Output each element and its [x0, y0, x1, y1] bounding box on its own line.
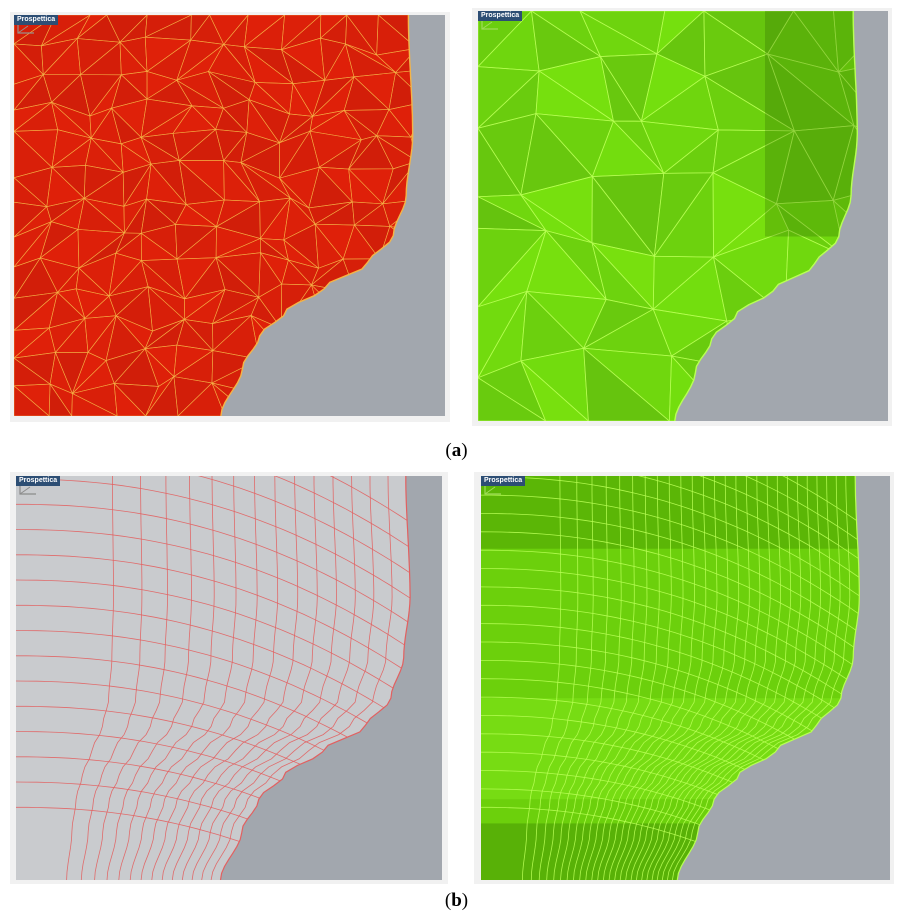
- mesh-canvas: [14, 15, 414, 416]
- viewport-a-right[interactable]: Prospettica: [478, 11, 888, 421]
- viewport-a-left[interactable]: Prospettica: [14, 15, 445, 416]
- caption-a: (a): [445, 440, 468, 461]
- caption-b-label: b: [451, 890, 462, 911]
- viewport-title-tab[interactable]: Prospettica: [481, 476, 526, 486]
- mesh-canvas: [16, 476, 411, 880]
- viewport-title-tab[interactable]: Prospettica: [16, 476, 61, 486]
- viewport-b-right[interactable]: Prospettica: [481, 476, 890, 880]
- viewport-title-tab[interactable]: Prospettica: [14, 15, 59, 25]
- viewport-b-left[interactable]: Prospettica: [16, 476, 442, 880]
- caption-a-label: a: [451, 440, 462, 461]
- viewport-title-tab[interactable]: Prospettica: [478, 11, 523, 21]
- caption-b: (b): [444, 890, 469, 911]
- mesh-canvas: [478, 11, 859, 421]
- mesh-canvas: [481, 476, 860, 880]
